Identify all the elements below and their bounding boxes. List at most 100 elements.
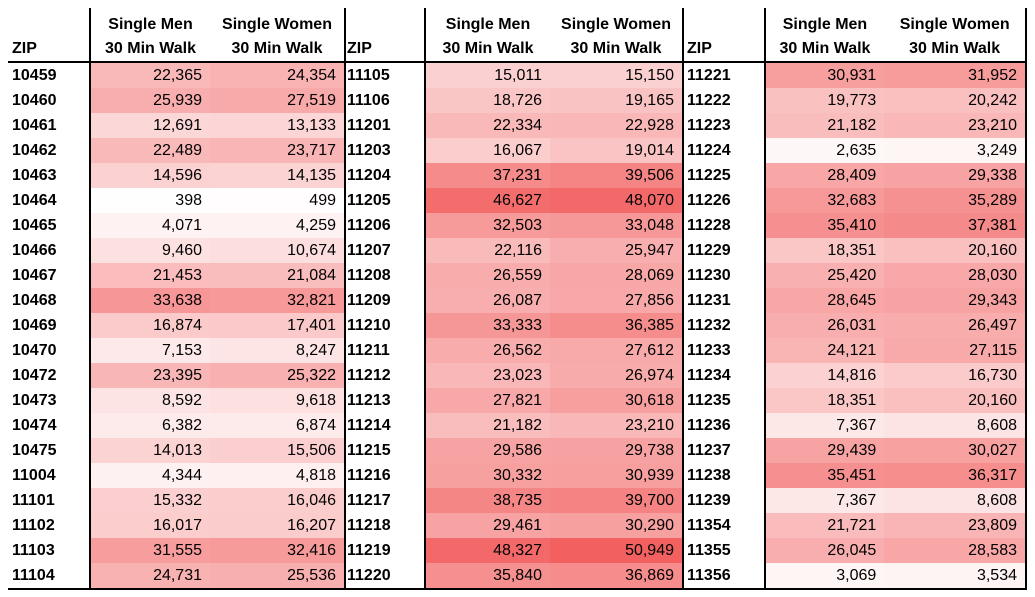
single-women-cell[interactable]: 35,289: [884, 188, 1027, 213]
zip-cell[interactable]: 11226: [687, 192, 731, 209]
zip-cell[interactable]: 11105: [347, 67, 390, 84]
single-men-cell[interactable]: 14,816: [763, 363, 885, 388]
single-women-cell[interactable]: 20,160: [884, 238, 1027, 263]
zip-cell[interactable]: 10470: [12, 342, 57, 359]
single-men-cell[interactable]: 22,334: [424, 113, 550, 138]
single-men-cell[interactable]: 25,939: [89, 88, 210, 113]
single-men-cell[interactable]: 35,840: [424, 563, 550, 589]
single-women-cell[interactable]: 23,210: [550, 413, 684, 438]
single-women-cell[interactable]: 13,133: [210, 113, 346, 138]
single-women-cell[interactable]: 25,322: [210, 363, 346, 388]
zip-cell[interactable]: 11238: [687, 467, 731, 484]
single-men-cell[interactable]: 2,635: [763, 138, 885, 163]
zip-cell[interactable]: 11211: [347, 342, 390, 359]
single-men-cell[interactable]: 4,071: [89, 213, 210, 238]
zip-cell[interactable]: 11208: [347, 267, 391, 284]
single-women-cell[interactable]: 19,165: [550, 88, 684, 113]
single-women-cell[interactable]: 48,070: [550, 188, 684, 213]
single-women-cell[interactable]: 36,385: [550, 313, 684, 338]
single-women-cell[interactable]: 8,247: [210, 338, 346, 363]
single-women-cell[interactable]: 30,939: [550, 463, 684, 488]
single-women-cell[interactable]: 20,160: [884, 388, 1027, 413]
single-men-cell[interactable]: 16,017: [89, 513, 210, 538]
single-women-cell[interactable]: 24,354: [210, 62, 346, 88]
single-women-cell[interactable]: 23,210: [884, 113, 1027, 138]
single-women-cell[interactable]: 26,974: [550, 363, 684, 388]
zip-cell[interactable]: 10460: [12, 92, 57, 109]
single-men-cell[interactable]: 29,439: [763, 438, 885, 463]
single-women-cell[interactable]: 3,249: [884, 138, 1027, 163]
single-women-cell[interactable]: 4,259: [210, 213, 346, 238]
single-women-cell[interactable]: 22,928: [550, 113, 684, 138]
zip-cell[interactable]: 11233: [687, 342, 731, 359]
single-women-cell[interactable]: 21,084: [210, 263, 346, 288]
single-men-cell[interactable]: 23,023: [424, 363, 550, 388]
zip-cell[interactable]: 11236: [687, 417, 731, 434]
single-women-cell[interactable]: 17,401: [210, 313, 346, 338]
single-men-cell[interactable]: 30,931: [763, 62, 885, 88]
single-men-header[interactable]: Single Men 30 Min Walk: [763, 8, 885, 62]
zip-cell[interactable]: 10473: [12, 392, 57, 409]
single-women-cell[interactable]: 39,506: [550, 163, 684, 188]
single-women-cell[interactable]: 25,536: [210, 563, 346, 589]
single-men-cell[interactable]: 29,461: [424, 513, 550, 538]
single-women-cell[interactable]: 31,952: [884, 62, 1027, 88]
zip-cell[interactable]: 11106: [347, 92, 390, 109]
single-men-cell[interactable]: 22,365: [89, 62, 210, 88]
single-women-cell[interactable]: 19,014: [550, 138, 684, 163]
single-men-cell[interactable]: 18,351: [763, 388, 885, 413]
single-women-cell[interactable]: 28,583: [884, 538, 1027, 563]
single-women-cell[interactable]: 37,381: [884, 213, 1027, 238]
single-men-cell[interactable]: 33,638: [89, 288, 210, 313]
zip-cell[interactable]: 10468: [12, 292, 57, 309]
single-men-cell[interactable]: 14,596: [89, 163, 210, 188]
zip-header[interactable]: ZIP: [8, 8, 90, 62]
zip-cell[interactable]: 11219: [347, 542, 391, 559]
single-women-cell[interactable]: 32,416: [210, 538, 346, 563]
zip-cell[interactable]: 10465: [12, 217, 57, 234]
zip-cell[interactable]: 11215: [347, 442, 391, 459]
single-women-cell[interactable]: 27,856: [550, 288, 684, 313]
single-women-cell[interactable]: 27,115: [884, 338, 1027, 363]
zip-cell[interactable]: 11213: [347, 392, 391, 409]
single-women-cell[interactable]: 6,874: [210, 413, 346, 438]
single-men-cell[interactable]: 18,726: [424, 88, 550, 113]
single-women-cell[interactable]: 50,949: [550, 538, 684, 563]
zip-cell[interactable]: 10472: [12, 367, 57, 384]
single-women-cell[interactable]: 16,046: [210, 488, 346, 513]
zip-cell[interactable]: 10467: [12, 267, 57, 284]
zip-cell[interactable]: 11212: [347, 367, 391, 384]
single-women-cell[interactable]: 27,612: [550, 338, 684, 363]
single-men-cell[interactable]: 35,451: [763, 463, 885, 488]
zip-cell[interactable]: 11004: [12, 467, 56, 484]
single-women-cell[interactable]: 8,608: [884, 488, 1027, 513]
single-men-header[interactable]: Single Men 30 Min Walk: [89, 8, 210, 62]
zip-cell[interactable]: 11235: [687, 392, 731, 409]
single-men-cell[interactable]: 21,721: [763, 513, 885, 538]
single-men-cell[interactable]: 33,333: [424, 313, 550, 338]
zip-cell[interactable]: 10464: [12, 192, 57, 209]
zip-cell[interactable]: 11355: [687, 542, 731, 559]
single-women-cell[interactable]: 26,497: [884, 313, 1027, 338]
zip-cell[interactable]: 10461: [12, 117, 57, 134]
single-men-cell[interactable]: 16,067: [424, 138, 550, 163]
single-men-cell[interactable]: 37,231: [424, 163, 550, 188]
single-men-cell[interactable]: 30,332: [424, 463, 550, 488]
zip-header[interactable]: ZIP: [343, 8, 425, 62]
zip-cell[interactable]: 11237: [687, 442, 731, 459]
single-women-cell[interactable]: 33,048: [550, 213, 684, 238]
zip-cell[interactable]: 11239: [687, 492, 731, 509]
zip-cell[interactable]: 11204: [347, 167, 391, 184]
zip-cell[interactable]: 10459: [12, 67, 57, 84]
single-men-cell[interactable]: 21,182: [424, 413, 550, 438]
single-women-cell[interactable]: 14,135: [210, 163, 346, 188]
zip-cell[interactable]: 10466: [12, 242, 57, 259]
single-women-cell[interactable]: 16,207: [210, 513, 346, 538]
single-men-cell[interactable]: 31,555: [89, 538, 210, 563]
zip-cell[interactable]: 11222: [687, 92, 731, 109]
single-men-cell[interactable]: 23,395: [89, 363, 210, 388]
single-women-cell[interactable]: 36,317: [884, 463, 1027, 488]
single-men-cell[interactable]: 16,874: [89, 313, 210, 338]
single-men-cell[interactable]: 27,821: [424, 388, 550, 413]
single-men-cell[interactable]: 21,453: [89, 263, 210, 288]
